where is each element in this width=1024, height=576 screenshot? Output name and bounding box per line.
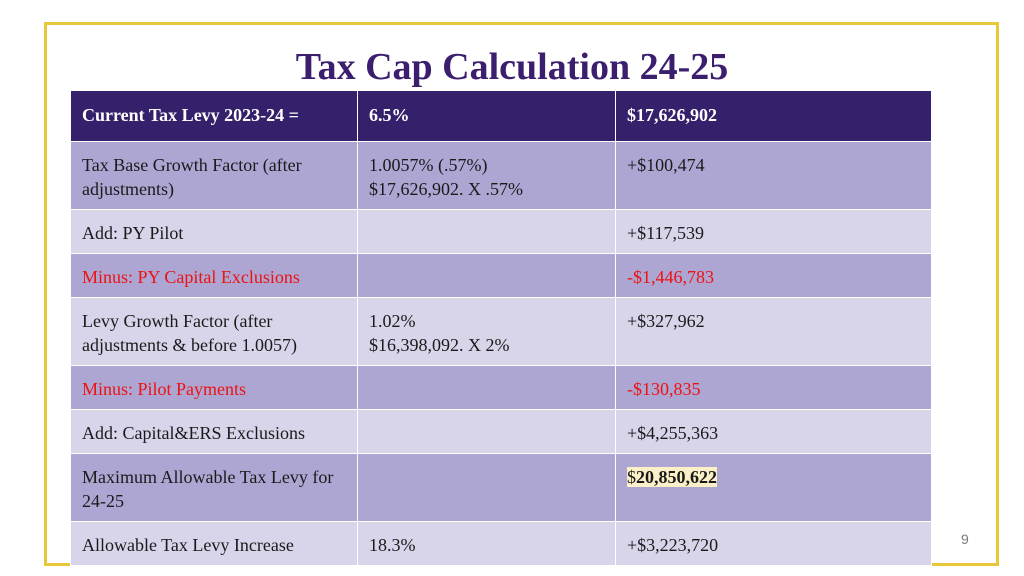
amount-value: 20,850,622 — [636, 467, 717, 487]
row-detail — [357, 253, 616, 298]
row-detail — [357, 453, 616, 522]
row-detail-line: 1.02% — [369, 311, 416, 331]
row-label: Add: Capital&ERS Exclusions — [70, 409, 358, 454]
currency-symbol: $ — [627, 467, 636, 487]
slide-title: Tax Cap Calculation 24-25 — [295, 46, 729, 88]
row-label: Add: PY Pilot — [70, 209, 358, 254]
row-detail: 1.0057% (.57%) $17,626,902. X .57% — [357, 141, 616, 210]
row-label: Minus: Pilot Payments — [70, 365, 358, 410]
row-amount: +$327,962 — [615, 297, 932, 366]
row-amount: +$4,255,363 — [615, 409, 932, 454]
tax-cap-table: Current Tax Levy 2023-24 = 6.5% $17,626,… — [70, 90, 932, 566]
header-amount: $17,626,902 — [615, 90, 932, 142]
row-label: Tax Base Growth Factor (after adjustment… — [70, 141, 358, 210]
row-detail — [357, 409, 616, 454]
row-label: Allowable Tax Levy Increase — [70, 521, 358, 566]
page-number: 9 — [961, 531, 969, 547]
row-amount: +$100,474 — [615, 141, 932, 210]
row-detail — [357, 365, 616, 410]
table-row: Maximum Allowable Tax Levy for 24-25 $20… — [70, 453, 932, 522]
max-levy-amount: $20,850,622 — [627, 467, 717, 487]
header-label: Current Tax Levy 2023-24 = — [70, 90, 358, 142]
table-header-row: Current Tax Levy 2023-24 = 6.5% $17,626,… — [70, 90, 932, 142]
row-detail-line: $16,398,092. X 2% — [369, 335, 510, 355]
row-amount: $20,850,622 — [615, 453, 932, 522]
table-row: Add: PY Pilot +$117,539 — [70, 209, 932, 254]
table-row: Minus: Pilot Payments -$130,835 — [70, 365, 932, 410]
row-amount: -$130,835 — [615, 365, 932, 410]
row-label: Levy Growth Factor (after adjustments & … — [70, 297, 358, 366]
table-row: Add: Capital&ERS Exclusions +$4,255,363 — [70, 409, 932, 454]
table-row: Allowable Tax Levy Increase 18.3% +$3,22… — [70, 521, 932, 566]
table-row: Levy Growth Factor (after adjustments & … — [70, 297, 932, 366]
header-detail: 6.5% — [357, 90, 616, 142]
table-row: Minus: PY Capital Exclusions -$1,446,783 — [70, 253, 932, 298]
row-detail-line: 1.0057% (.57%) — [369, 155, 488, 175]
row-detail: 1.02% $16,398,092. X 2% — [357, 297, 616, 366]
table-row: Tax Base Growth Factor (after adjustment… — [70, 141, 932, 210]
row-detail: 18.3% — [357, 521, 616, 566]
row-amount: +$117,539 — [615, 209, 932, 254]
row-label: Maximum Allowable Tax Levy for 24-25 — [70, 453, 358, 522]
row-amount: -$1,446,783 — [615, 253, 932, 298]
row-amount: +$3,223,720 — [615, 521, 932, 566]
row-label: Minus: PY Capital Exclusions — [70, 253, 358, 298]
row-detail — [357, 209, 616, 254]
row-detail-line: $17,626,902. X .57% — [369, 179, 523, 199]
